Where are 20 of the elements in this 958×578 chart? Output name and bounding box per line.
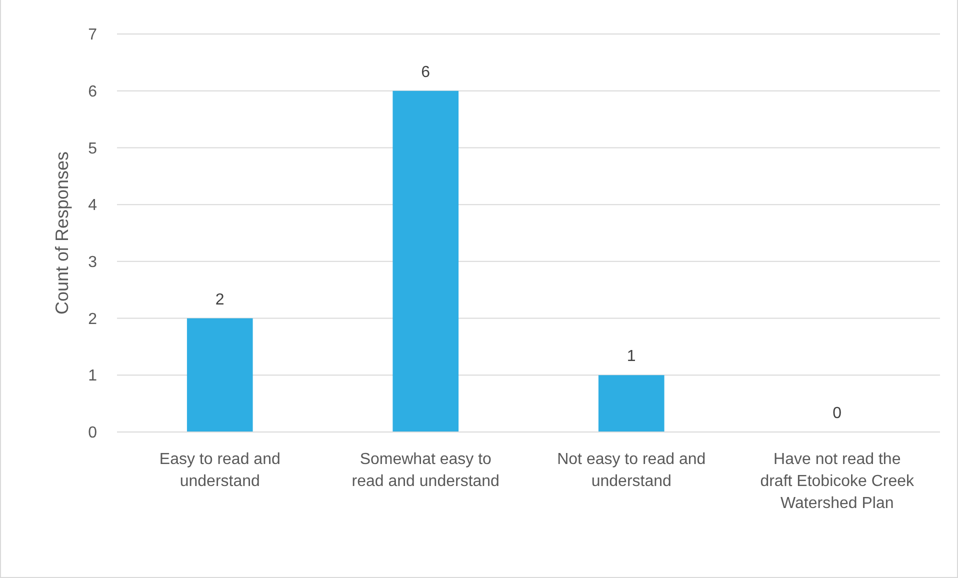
- y-tick-label: 7: [88, 26, 98, 44]
- y-tick-label: 5: [88, 140, 98, 158]
- bar: [392, 90, 459, 432]
- y-tick-label: 6: [88, 83, 98, 100]
- x-tick-label: Not easy to read and understand: [557, 451, 706, 490]
- y-tick-label: 3: [88, 254, 98, 272]
- y-axis-title: Count of Responses: [52, 151, 72, 315]
- x-tick-label: Easy to read and understand: [159, 451, 280, 490]
- data-label: 1: [626, 348, 636, 366]
- y-tick-label: 1: [88, 368, 98, 385]
- data-label: 0: [832, 405, 842, 422]
- bar: [598, 375, 664, 432]
- x-tick-label: Somewhat easy to read and understand: [352, 451, 500, 490]
- data-label: 6: [421, 64, 430, 81]
- y-tick-label: 4: [88, 197, 98, 214]
- data-label: 2: [215, 291, 224, 308]
- bar: [186, 318, 253, 432]
- y-tick-label: 2: [88, 310, 98, 328]
- x-tick-label: Have not read the draft Etobicoke Creek Watershed Plan: [760, 451, 916, 512]
- y-tick-label: 0: [88, 424, 98, 442]
